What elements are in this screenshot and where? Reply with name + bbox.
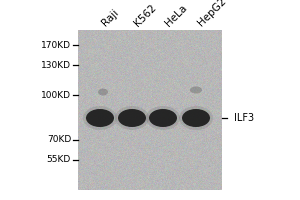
Ellipse shape xyxy=(86,109,114,127)
Text: ILF3: ILF3 xyxy=(234,113,254,123)
Text: 55KD: 55KD xyxy=(47,156,71,164)
Ellipse shape xyxy=(182,109,210,127)
Text: K562: K562 xyxy=(132,2,158,28)
Text: 100KD: 100KD xyxy=(41,90,71,99)
Ellipse shape xyxy=(83,106,117,130)
Bar xyxy=(78,30,222,190)
Text: Raji: Raji xyxy=(100,7,121,28)
Ellipse shape xyxy=(179,106,213,130)
Text: 170KD: 170KD xyxy=(41,40,71,49)
Text: HeLa: HeLa xyxy=(163,2,189,28)
Text: HepG2: HepG2 xyxy=(196,0,228,28)
Ellipse shape xyxy=(118,109,146,127)
Ellipse shape xyxy=(149,109,177,127)
Ellipse shape xyxy=(98,88,108,96)
Ellipse shape xyxy=(190,86,202,94)
Ellipse shape xyxy=(115,106,149,130)
Text: 130KD: 130KD xyxy=(41,60,71,70)
Text: 70KD: 70KD xyxy=(47,136,71,144)
Ellipse shape xyxy=(146,106,180,130)
